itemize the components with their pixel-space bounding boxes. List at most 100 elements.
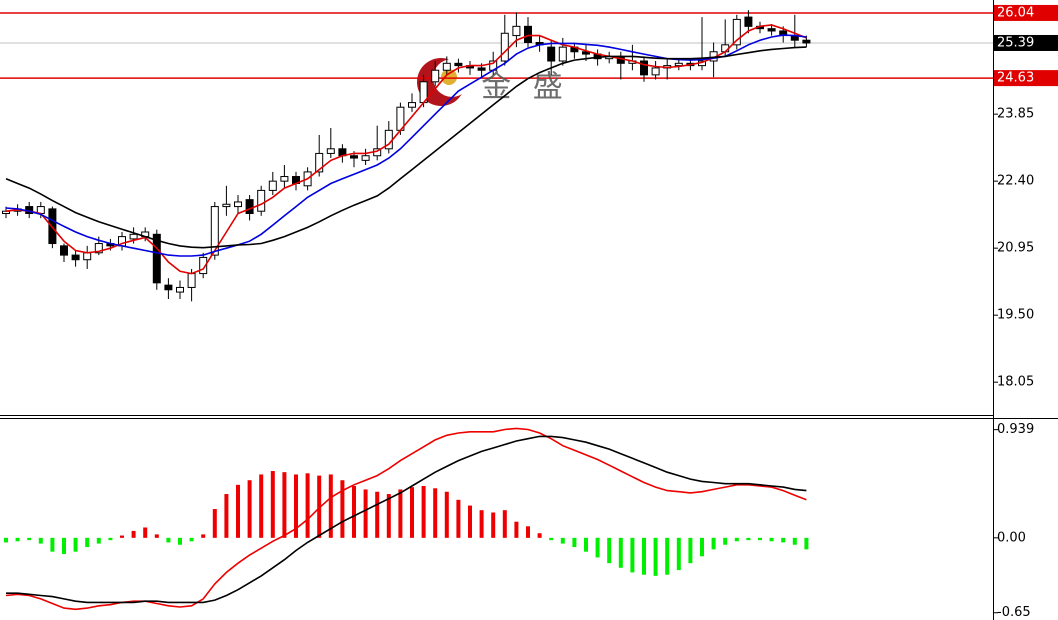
y-tick-label: 18.05 — [997, 375, 1034, 390]
candle-body — [152, 233, 161, 284]
moving-average — [5, 24, 807, 275]
candle-body — [547, 46, 556, 62]
histogram-bar — [328, 474, 333, 538]
histogram-bar — [653, 537, 658, 576]
histogram-bar — [120, 535, 124, 538]
histogram-bar — [421, 485, 426, 538]
histogram-bar — [108, 537, 113, 541]
histogram-bar — [38, 537, 43, 544]
candle-body — [350, 155, 358, 159]
level-label: 24.63 — [997, 71, 1034, 86]
histogram-bar — [410, 487, 414, 538]
histogram-bar — [711, 537, 716, 550]
candle-body — [431, 69, 440, 83]
candle-body — [361, 155, 370, 161]
histogram-bar — [154, 534, 159, 538]
histogram-bar — [363, 489, 368, 538]
histogram-bar — [758, 537, 762, 541]
candle-body — [71, 254, 80, 261]
histogram-bar — [212, 509, 217, 538]
histogram-bar — [595, 537, 600, 558]
histogram-bar — [433, 488, 438, 538]
macd-line — [6, 435, 807, 604]
level-label: 26.04 — [997, 5, 1034, 20]
histogram-bar — [189, 537, 194, 542]
histogram-bar — [734, 537, 739, 542]
level-label-bg — [994, 34, 1058, 51]
candle-body — [640, 60, 648, 76]
candle-body — [500, 32, 509, 62]
candle-body — [199, 256, 208, 275]
candle-body — [234, 201, 242, 208]
candle-body — [176, 286, 184, 293]
histogram-bar — [270, 471, 275, 538]
candle-body — [408, 102, 416, 108]
histogram-bar — [131, 530, 136, 538]
histogram-bar — [665, 537, 670, 575]
histogram-bar — [688, 537, 693, 564]
histogram-bar — [50, 537, 55, 552]
histogram-bar — [224, 494, 229, 538]
histogram-bar — [201, 534, 206, 538]
candle-body — [164, 284, 173, 291]
histogram-bar — [549, 537, 554, 541]
histogram-bar — [375, 491, 380, 538]
candle-body — [268, 180, 277, 191]
histogram-bar — [746, 537, 751, 541]
histogram-bar — [178, 537, 182, 545]
histogram-bar — [352, 485, 356, 538]
candle-body — [651, 67, 660, 76]
candle-body — [674, 62, 683, 67]
histogram-bar — [4, 537, 8, 543]
histogram-bar — [792, 537, 797, 545]
histogram-bar — [491, 512, 496, 538]
histogram-bar — [398, 489, 403, 538]
histogram-bar — [73, 537, 78, 552]
histogram-bar — [317, 475, 322, 538]
logo-sun — [441, 69, 457, 85]
candle-body — [732, 18, 741, 46]
y-tick-label: 22.40 — [997, 174, 1034, 189]
candle-body — [187, 273, 196, 288]
histogram-bar — [166, 537, 171, 543]
histogram-bar — [15, 537, 20, 542]
candle-body — [744, 16, 753, 27]
histogram-bar — [630, 537, 635, 573]
histogram-bar — [62, 537, 66, 554]
candle-body — [257, 189, 266, 212]
candle-body — [524, 25, 532, 44]
histogram-bar — [514, 521, 519, 538]
histogram-bar — [700, 537, 704, 557]
y-tick-label: 20.95 — [997, 241, 1034, 256]
moving-average — [5, 46, 807, 249]
histogram-bar — [479, 510, 484, 538]
histogram-bar — [804, 537, 809, 550]
level-label: 25.39 — [997, 35, 1034, 50]
histogram-bar — [294, 474, 298, 538]
histogram-bar — [769, 537, 774, 542]
candle-body — [129, 233, 138, 240]
candle-body — [245, 199, 254, 215]
y-tick-label: 23.85 — [997, 107, 1034, 122]
candle-body — [326, 148, 335, 154]
candle-body — [454, 62, 463, 67]
histogram-bar — [618, 537, 623, 568]
histogram-bar — [386, 494, 391, 538]
histogram-bar — [96, 537, 101, 544]
histogram-bar — [340, 480, 345, 538]
candle-body — [210, 206, 219, 256]
candle-body — [60, 245, 68, 256]
candle-body — [802, 39, 811, 44]
histogram-bar — [282, 472, 287, 538]
candle-body — [582, 51, 590, 55]
level-label-bg — [994, 4, 1058, 21]
candle-body — [315, 152, 324, 173]
histogram-bar — [236, 484, 240, 538]
histogram-bar — [143, 527, 148, 538]
y-tick-label: 19.50 — [997, 308, 1034, 323]
histogram-bar — [607, 537, 612, 564]
y-tick-label: 0.939 — [997, 422, 1034, 437]
histogram-bar — [584, 537, 588, 552]
